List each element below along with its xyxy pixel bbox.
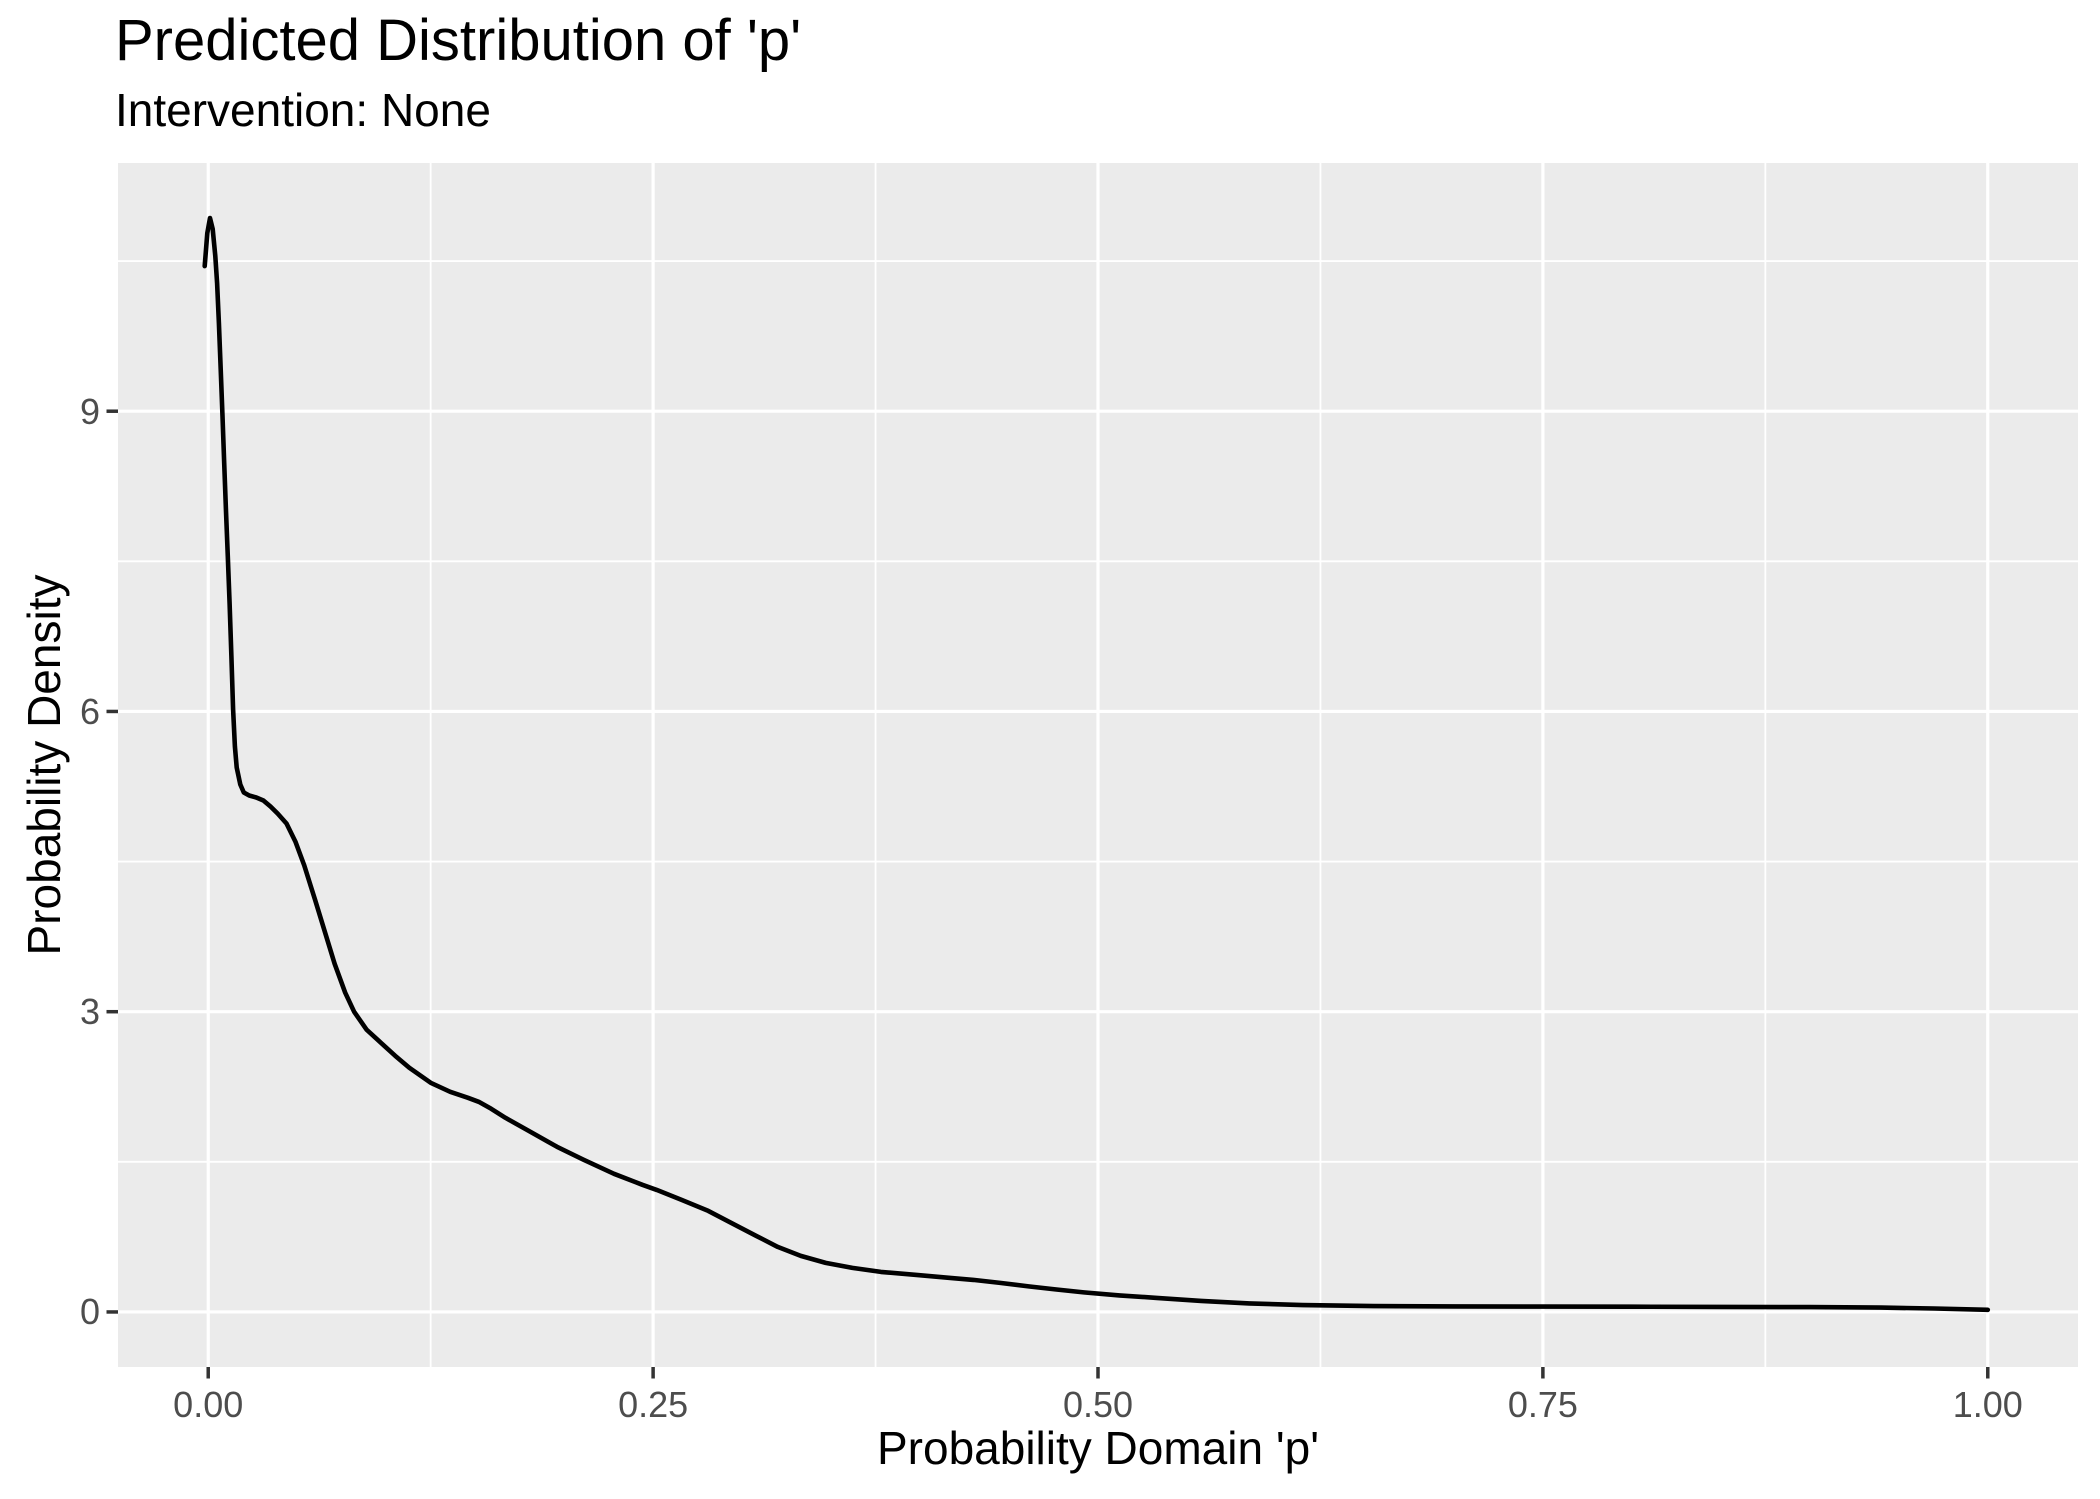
y-axis-title: Probability Density [18,574,70,956]
x-tick-label-0.25: 0.25 [618,1384,689,1425]
x-axis-title: Probability Domain 'p' [877,1422,1319,1474]
y-tick-label-0: 0 [79,1291,100,1333]
y-tick-label-6: 6 [79,690,100,732]
plot-title: Predicted Distribution of 'p' [115,8,802,73]
y-tick-label-3: 3 [79,991,100,1033]
x-tick-label-0.50: 0.50 [1062,1384,1134,1425]
y-tick-label-9: 9 [79,390,100,432]
x-tick-label-0.00: 0.00 [173,1384,244,1425]
x-tick-label-1.00: 1.00 [1952,1384,2023,1425]
density-curve [202,215,1991,1313]
plot-subtitle: Intervention: None [115,84,491,136]
x-tick-label-0.75: 0.75 [1507,1384,1578,1425]
